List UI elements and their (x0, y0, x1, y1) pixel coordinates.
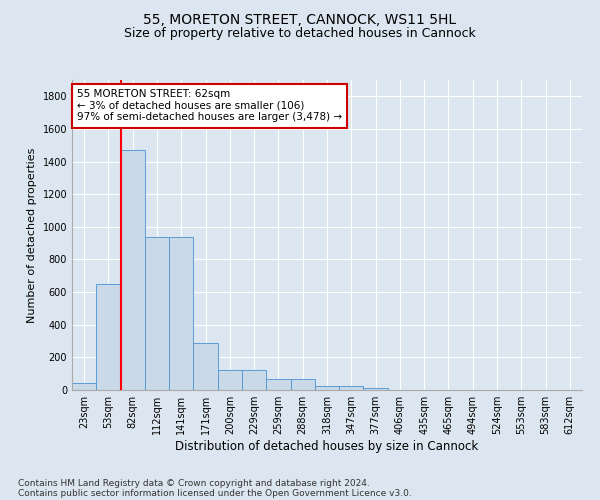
Bar (315, 386, 339, 390)
Bar (218, 370, 242, 390)
Bar (242, 370, 266, 390)
Bar (364, 388, 388, 390)
Text: Size of property relative to detached houses in Cannock: Size of property relative to detached ho… (124, 28, 476, 40)
Bar (121, 150, 145, 390)
Bar (339, 386, 364, 390)
Text: Contains public sector information licensed under the Open Government Licence v3: Contains public sector information licen… (18, 488, 412, 498)
Bar (96, 284, 121, 390)
Bar (145, 238, 169, 390)
Bar (72, 384, 96, 390)
Bar (266, 380, 290, 390)
Bar (290, 380, 315, 390)
Text: 55, MORETON STREET, CANNOCK, WS11 5HL: 55, MORETON STREET, CANNOCK, WS11 5HL (143, 12, 457, 26)
Text: 55 MORETON STREET: 62sqm
← 3% of detached houses are smaller (106)
97% of semi-d: 55 MORETON STREET: 62sqm ← 3% of detache… (77, 90, 342, 122)
Bar (169, 238, 193, 390)
X-axis label: Distribution of detached houses by size in Cannock: Distribution of detached houses by size … (175, 440, 479, 453)
Y-axis label: Number of detached properties: Number of detached properties (27, 148, 37, 322)
Text: Contains HM Land Registry data © Crown copyright and database right 2024.: Contains HM Land Registry data © Crown c… (18, 478, 370, 488)
Bar (193, 342, 218, 390)
